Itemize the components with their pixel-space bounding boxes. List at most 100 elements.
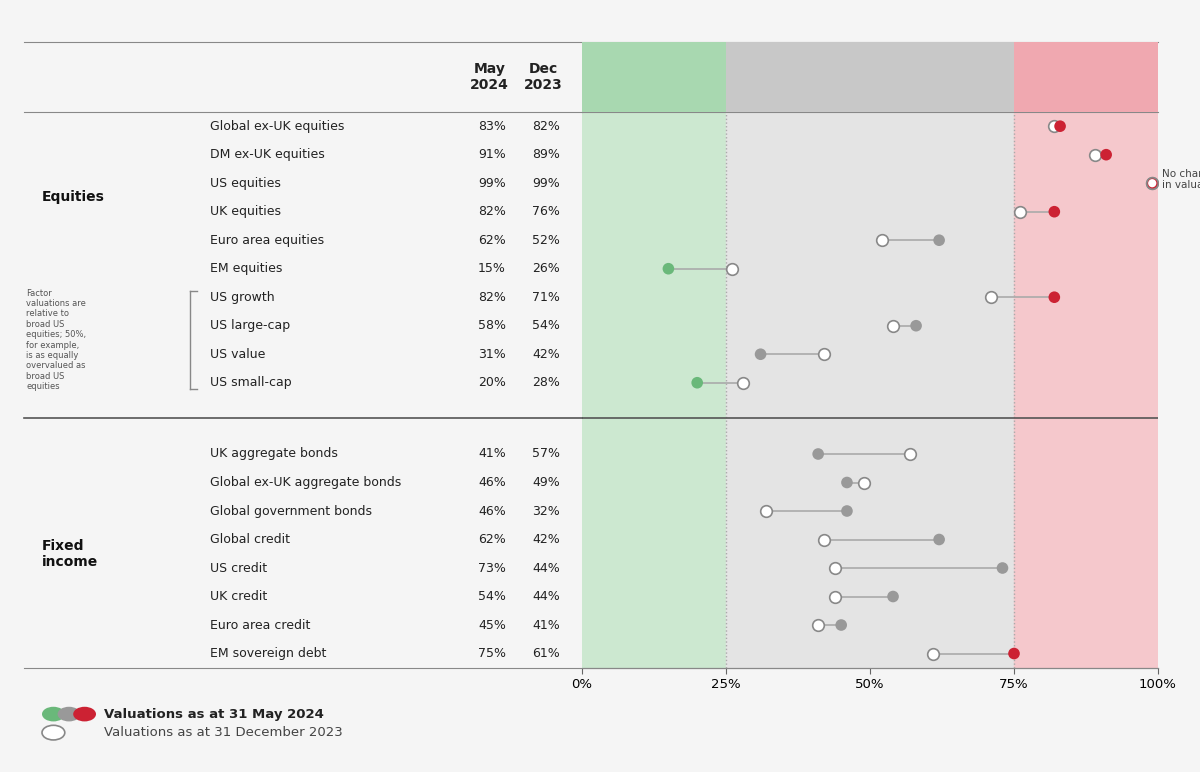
Text: 28%: 28% — [532, 376, 560, 389]
Point — [1010, 205, 1030, 218]
Point — [688, 377, 707, 389]
Text: Global credit: Global credit — [210, 533, 290, 546]
Text: 44%: 44% — [532, 590, 560, 603]
Point — [930, 234, 949, 246]
Text: Equities: Equities — [42, 191, 104, 205]
Text: 58%: 58% — [478, 320, 506, 332]
Point — [992, 562, 1012, 574]
Point — [826, 562, 845, 574]
Text: 32%: 32% — [532, 505, 560, 517]
Text: 75%: 75% — [478, 647, 506, 660]
Text: 54%: 54% — [532, 320, 560, 332]
Text: Dec
2023: Dec 2023 — [524, 62, 563, 93]
Text: 82%: 82% — [478, 291, 506, 303]
Text: 99%: 99% — [478, 177, 506, 190]
Point — [872, 234, 892, 246]
Text: 83%: 83% — [478, 120, 506, 133]
Text: 45%: 45% — [478, 618, 506, 631]
Text: Valuations as at 31 December 2023: Valuations as at 31 December 2023 — [104, 726, 343, 739]
Text: 46%: 46% — [478, 505, 506, 517]
Point — [1142, 177, 1162, 189]
Text: UK equities: UK equities — [210, 205, 281, 218]
Text: 82%: 82% — [478, 205, 506, 218]
Text: US small-cap: US small-cap — [210, 376, 292, 389]
Text: US large-cap: US large-cap — [210, 320, 290, 332]
Text: 52%: 52% — [532, 234, 560, 247]
Text: EM sovereign debt: EM sovereign debt — [210, 647, 326, 660]
Text: 42%: 42% — [532, 533, 560, 546]
Text: 61%: 61% — [532, 647, 560, 660]
Bar — [726, 112, 1014, 668]
Point — [809, 619, 828, 631]
Text: May
2024: May 2024 — [470, 62, 509, 93]
Text: US value: US value — [210, 347, 265, 361]
Text: 89%: 89% — [532, 148, 560, 161]
Point — [906, 320, 925, 332]
Text: 31%: 31% — [478, 347, 506, 361]
Text: 20%: 20% — [478, 376, 506, 389]
Point — [883, 591, 902, 603]
Text: 15%: 15% — [478, 262, 506, 275]
Text: 62%: 62% — [478, 533, 506, 546]
Text: No change
in valuation: No change in valuation — [1162, 168, 1200, 190]
Text: 76%: 76% — [532, 205, 560, 218]
Text: 57%: 57% — [532, 448, 560, 460]
Text: Valuations as at 31 May 2024: Valuations as at 31 May 2024 — [104, 708, 324, 720]
Point — [1142, 177, 1162, 189]
Text: 71%: 71% — [532, 291, 560, 303]
Point — [924, 648, 943, 660]
Text: 54%: 54% — [478, 590, 506, 603]
Point — [1142, 177, 1162, 189]
Text: 41%: 41% — [478, 448, 506, 460]
Point — [982, 291, 1001, 303]
Point — [1097, 148, 1116, 161]
Point — [901, 448, 920, 460]
Text: Fairly valued: Fairly valued — [815, 69, 925, 85]
Text: Global ex-UK equities: Global ex-UK equities — [210, 120, 344, 133]
Text: 91%: 91% — [478, 148, 506, 161]
Text: Fixed
income: Fixed income — [42, 539, 98, 569]
Point — [1045, 205, 1064, 218]
Point — [826, 591, 845, 603]
Bar — [582, 112, 726, 668]
Text: Undervalued: Undervalued — [599, 69, 709, 85]
Text: Euro area credit: Euro area credit — [210, 618, 311, 631]
Point — [815, 348, 834, 361]
Text: Factor
valuations are
relative to
broad US
equities; 50%,
for example,
is as equ: Factor valuations are relative to broad … — [26, 289, 86, 391]
Point — [838, 505, 857, 517]
Text: Euro area equities: Euro area equities — [210, 234, 324, 247]
Text: US equities: US equities — [210, 177, 281, 190]
Text: 49%: 49% — [532, 476, 560, 489]
Text: EM equities: EM equities — [210, 262, 282, 275]
Text: UK credit: UK credit — [210, 590, 268, 603]
Point — [757, 505, 776, 517]
Text: 62%: 62% — [478, 234, 506, 247]
Point — [659, 262, 678, 275]
Text: 99%: 99% — [532, 177, 560, 190]
Text: Global ex-UK aggregate bonds: Global ex-UK aggregate bonds — [210, 476, 401, 489]
Point — [930, 533, 949, 546]
Text: US credit: US credit — [210, 561, 268, 574]
Point — [751, 348, 770, 361]
Point — [815, 533, 834, 546]
Text: 26%: 26% — [532, 262, 560, 275]
Text: Stretched: Stretched — [1044, 69, 1128, 85]
Text: 44%: 44% — [532, 561, 560, 574]
Point — [854, 476, 874, 489]
Text: 82%: 82% — [532, 120, 560, 133]
Text: US growth: US growth — [210, 291, 275, 303]
Point — [883, 320, 902, 332]
Text: 46%: 46% — [478, 476, 506, 489]
Point — [1004, 648, 1024, 660]
Text: UK aggregate bonds: UK aggregate bonds — [210, 448, 338, 460]
Text: DM ex-UK equities: DM ex-UK equities — [210, 148, 325, 161]
Text: 41%: 41% — [532, 618, 560, 631]
Point — [1085, 148, 1104, 161]
Point — [832, 619, 851, 631]
Point — [1050, 120, 1069, 132]
Bar — [1014, 112, 1158, 668]
Point — [722, 262, 742, 275]
Point — [1045, 120, 1064, 132]
Point — [1045, 291, 1064, 303]
Text: Global government bonds: Global government bonds — [210, 505, 372, 517]
